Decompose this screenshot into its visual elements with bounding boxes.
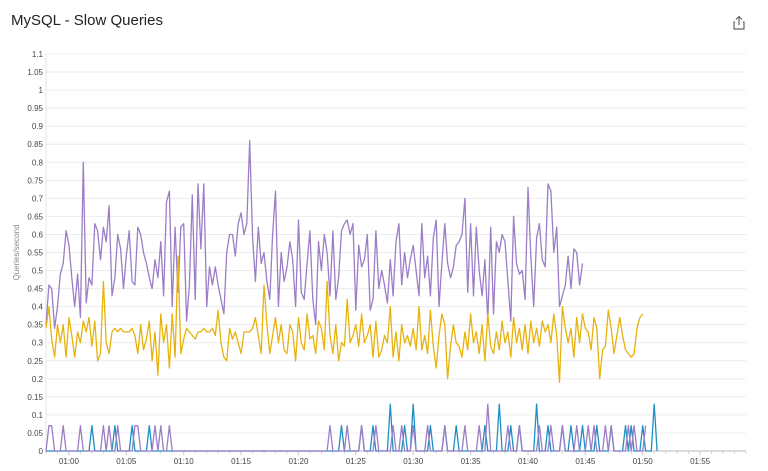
series-line-1: [45, 255, 644, 384]
x-tick-label: 01:45: [575, 457, 596, 466]
x-tick-label: 01:25: [346, 457, 367, 466]
y-tick-label: 0.5: [32, 267, 44, 276]
y-tick-label: 0.3: [32, 339, 44, 348]
panel-header: MySQL - Slow Queries: [0, 0, 768, 44]
x-tick-label: 01:05: [116, 457, 137, 466]
y-tick-label: 0.15: [27, 393, 43, 402]
y-tick-label: 0: [39, 447, 44, 456]
y-tick-label: 1: [39, 86, 44, 95]
y-tick-label: 1.05: [27, 68, 43, 77]
x-tick-label: 01:50: [633, 457, 654, 466]
y-tick-label: 0.55: [27, 249, 43, 258]
y-tick-label: 0.95: [27, 104, 43, 113]
x-tick-label: 01:10: [174, 457, 195, 466]
y-tick-label: 0.65: [27, 212, 43, 221]
share-icon[interactable]: [729, 13, 749, 33]
x-tick-label: 01:30: [403, 457, 424, 466]
x-tick-label: 01:15: [231, 457, 252, 466]
y-tick-label: 0.8: [32, 158, 44, 167]
y-tick-label: 0.75: [27, 176, 43, 185]
x-tick-label: 01:00: [59, 457, 80, 466]
y-tick-label: 0.1: [32, 411, 44, 420]
y-tick-label: 1.1: [32, 50, 44, 59]
y-tick-label: 0.4: [32, 303, 44, 312]
series-line-0: [45, 139, 584, 329]
x-tick-label: 01:20: [288, 457, 309, 466]
y-tick-label: 0.05: [27, 429, 43, 438]
y-tick-label: 0.9: [32, 122, 44, 131]
y-tick-label: 0.6: [32, 230, 44, 239]
x-tick-label: 01:55: [690, 457, 711, 466]
y-tick-label: 0.45: [27, 285, 43, 294]
y-tick-label: 0.35: [27, 321, 43, 330]
y-tick-label: 0.85: [27, 140, 43, 149]
panel-title: MySQL - Slow Queries: [11, 12, 163, 29]
series-line-3: [45, 403, 647, 452]
x-tick-label: 01:40: [518, 457, 539, 466]
y-tick-label: 0.7: [32, 194, 44, 203]
y-tick-label: 0.2: [32, 375, 44, 384]
y-axis-title: Queries/second: [12, 224, 21, 280]
x-tick-label: 01:35: [461, 457, 482, 466]
y-tick-label: 0.25: [27, 357, 43, 366]
